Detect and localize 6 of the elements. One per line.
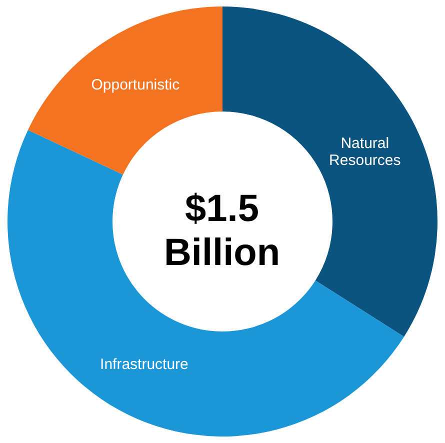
text: $1.5 Billion	[164, 188, 280, 274]
donut-slice	[8, 130, 404, 437]
slice-label: Natural Resources	[329, 135, 401, 170]
slice-label: Infrastructure	[100, 356, 188, 373]
donut-slice	[28, 6, 222, 175]
slice-label: Opportunistic	[91, 76, 180, 94]
